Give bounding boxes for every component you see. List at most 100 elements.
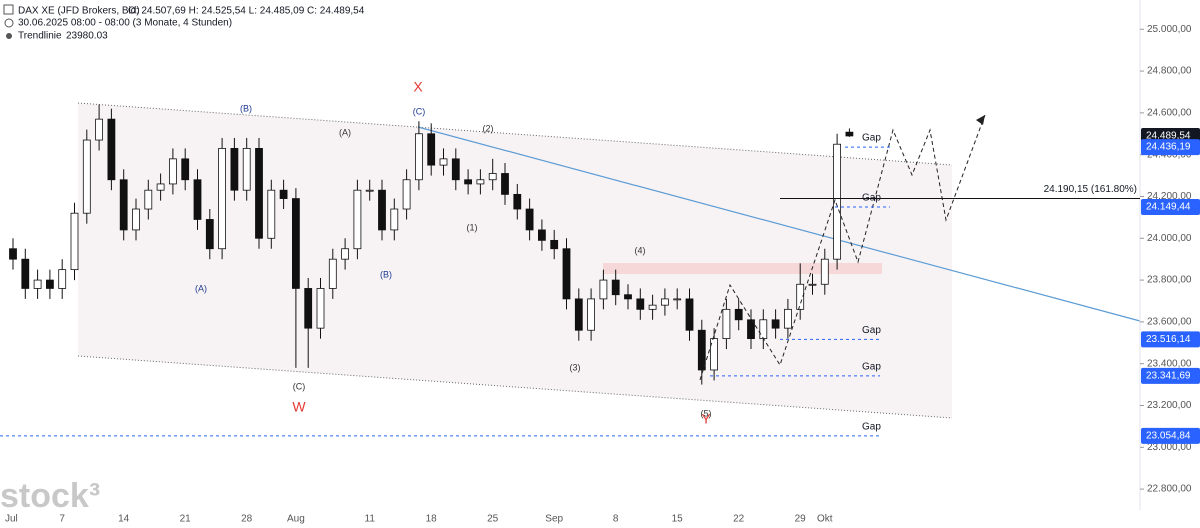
gap-label: Gap (862, 421, 881, 432)
wave-label: (B) (240, 103, 252, 113)
wave-label: (A) (195, 283, 207, 293)
price-tag-label: 24.436,19 (1146, 142, 1191, 153)
logo: stock³ (0, 477, 100, 515)
candle-body (734, 308, 743, 321)
x-tick-label: 7 (59, 514, 65, 525)
price-tag-label: 23.054,84 (1146, 430, 1191, 441)
candle-body (636, 298, 645, 310)
candle-body (464, 179, 473, 185)
y-tick-label: 24.600,00 (1147, 108, 1192, 119)
candle-body (205, 219, 214, 250)
x-tick-label: Aug (287, 514, 305, 525)
candle-body (341, 248, 350, 260)
x-tick-label: 14 (118, 514, 130, 525)
candle-body (550, 239, 559, 250)
candle-body (796, 283, 805, 310)
candle-body (267, 189, 276, 239)
candle-body (218, 148, 227, 250)
candle-body (808, 283, 817, 286)
trend-line (417, 126, 1141, 322)
candle-body (685, 298, 694, 331)
candle-body (599, 279, 608, 300)
candle-body (242, 148, 251, 191)
candle-body (119, 179, 128, 231)
x-tick-label: 22 (733, 514, 745, 525)
indicator-name: Trendlinie (18, 31, 62, 42)
wave-label: (B) (380, 269, 392, 279)
indicator-value: 23980.03 (66, 31, 108, 42)
x-tick-label: 28 (241, 514, 253, 525)
candle-body (611, 279, 620, 296)
fib-label: 24.190,15 (161.80%) (1044, 184, 1137, 195)
channel-area (78, 103, 952, 418)
candle-body (316, 288, 325, 329)
wave-label: (2) (483, 123, 494, 133)
candle-body (722, 308, 731, 340)
wave-label: (4) (635, 245, 646, 255)
candle-body (230, 148, 239, 191)
candle-body (427, 133, 436, 166)
candle-body (673, 298, 682, 301)
x-tick-label: Okt (817, 514, 833, 525)
price-tag-label: 24.489,54 (1146, 131, 1191, 142)
candle-body (451, 158, 460, 181)
x-tick-label: 29 (795, 514, 807, 525)
candle-body (328, 258, 337, 289)
icon (4, 18, 14, 28)
candle-body (439, 158, 448, 166)
candle-body (661, 298, 669, 306)
candle-body (501, 173, 509, 195)
x-tick-label: Sep (545, 514, 563, 525)
x-tick-label: 11 (365, 514, 376, 525)
price-tag-label: 23.516,14 (1146, 334, 1191, 345)
wave-label: (3) (570, 362, 581, 372)
candle-body (82, 139, 91, 214)
price-tag (1141, 367, 1200, 384)
candle-body (58, 269, 67, 289)
header-title: DAX XE (JFD Brokers, Bid) (18, 6, 140, 17)
price-tag (1141, 139, 1200, 156)
candle-body (193, 179, 202, 220)
header-ohlc: O: 24.507,69 H: 24.525,54 L: 24.485,09 C… (128, 6, 365, 17)
candle-body (107, 118, 116, 181)
candle-body (132, 208, 140, 231)
candle-body (820, 258, 829, 285)
candle-body (845, 131, 854, 137)
price-tag (1141, 331, 1200, 348)
x-tick-label: 21 (180, 514, 192, 525)
channel-upper (77, 102, 953, 166)
candle-body (291, 198, 300, 289)
candle-body (70, 212, 79, 271)
candle-body (378, 189, 386, 231)
candle-body (562, 248, 571, 300)
candle-body (525, 208, 534, 231)
y-tick-label: 22.800,00 (1147, 484, 1192, 495)
candle-body (624, 294, 632, 300)
icon (3, 4, 14, 15)
resistance-zone (603, 263, 882, 274)
candle-body (574, 298, 583, 331)
x-tick-label: 25 (487, 514, 499, 525)
wave-label: X (413, 79, 423, 95)
candle-body (353, 189, 362, 250)
gap-label: Gap (862, 133, 881, 144)
y-tick-label: 23.800,00 (1147, 275, 1192, 286)
candle-body (784, 308, 792, 329)
icon (6, 33, 12, 39)
wave-label: (A) (339, 127, 351, 137)
channel-lower (77, 355, 953, 419)
candle-body (710, 338, 718, 371)
y-tick-label: 23.000,00 (1147, 442, 1192, 453)
y-tick-label: 23.200,00 (1147, 400, 1192, 411)
candle-body (304, 288, 313, 329)
candle-body (144, 189, 153, 210)
x-tick-label: 15 (672, 514, 684, 525)
header-subtitle: 30.06.2025 08:00 - 08:00 (3 Monate, 4 St… (18, 18, 232, 29)
wave-label: (C) (413, 106, 426, 116)
wave-label: W (292, 399, 306, 415)
y-tick-label: 24.800,00 (1147, 66, 1192, 77)
price-tag-label: 24.149,44 (1146, 202, 1191, 213)
y-tick-label: 25.000,00 (1147, 24, 1192, 35)
candle-body (402, 179, 411, 210)
candle-body (414, 133, 423, 181)
